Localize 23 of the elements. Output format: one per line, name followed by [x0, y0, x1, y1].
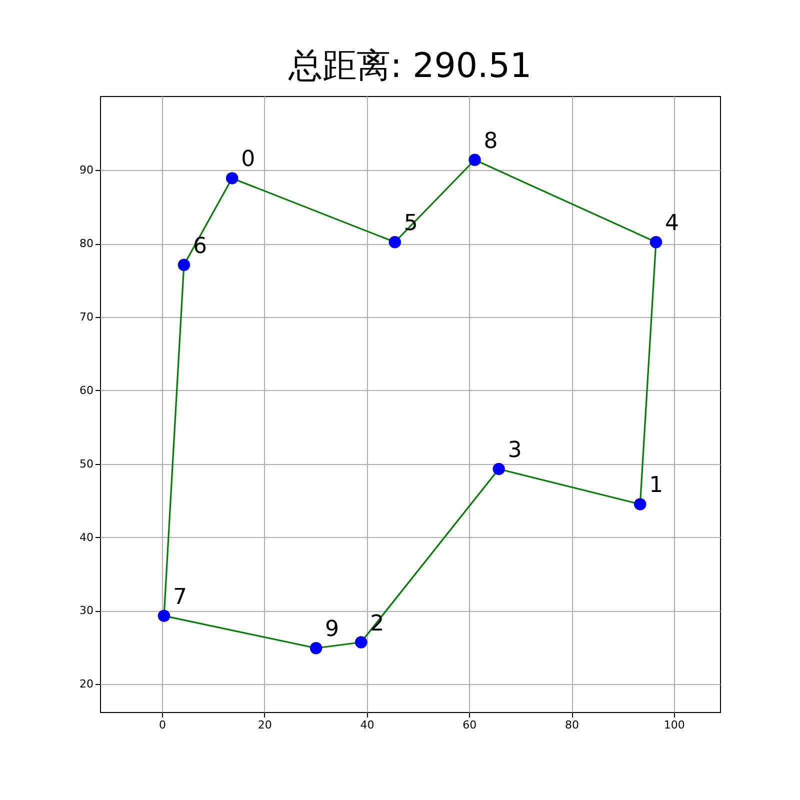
- chart-title: 总距离: 290.51: [287, 46, 532, 86]
- annotation: 1: [649, 473, 664, 498]
- annotation: 4: [665, 211, 680, 236]
- y-tick-label: 40: [80, 530, 94, 544]
- annotation: 8: [484, 128, 498, 154]
- y-tick-label: 30: [80, 604, 94, 618]
- x-tick-label: 0: [158, 718, 166, 732]
- annotation: 3: [508, 438, 522, 463]
- annotation: 9: [325, 617, 340, 642]
- x-tick-label: 80: [565, 718, 580, 732]
- annotation: 7: [172, 584, 187, 610]
- y-tick-label: 80: [80, 237, 94, 250]
- x-tick-label: 20: [258, 718, 272, 732]
- x-tick-label: 40: [360, 718, 374, 732]
- x-tick-label: 100: [664, 718, 685, 732]
- y-tick-label: 20: [80, 678, 94, 691]
- annotation: 6: [192, 234, 207, 259]
- y-tick-label: 90: [80, 164, 94, 177]
- x-tick-label: 60: [462, 718, 477, 732]
- y-tick-label: 60: [80, 384, 94, 397]
- annotation: 0: [241, 147, 256, 172]
- y-tick-label: 50: [80, 457, 94, 470]
- y-tick-label: 70: [80, 310, 94, 324]
